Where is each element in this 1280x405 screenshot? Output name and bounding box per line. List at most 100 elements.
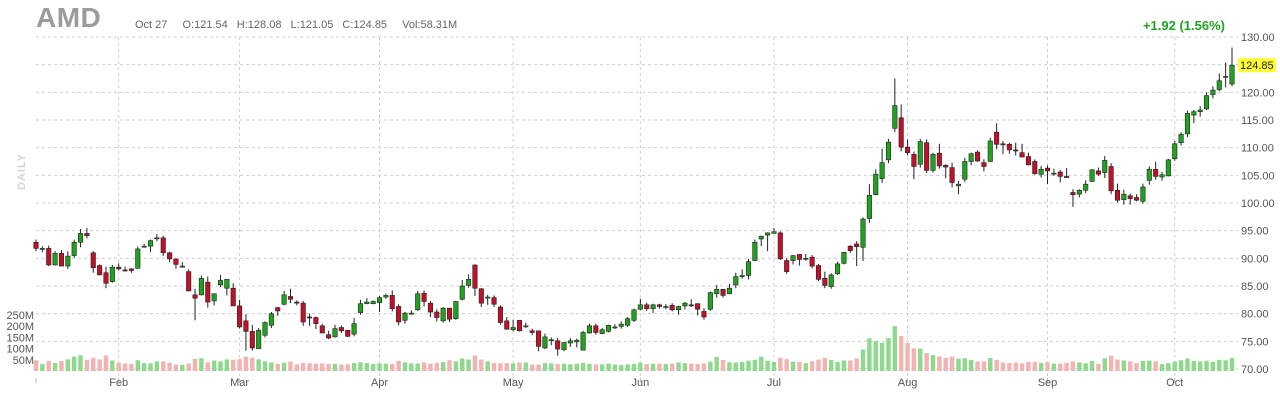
volume-bar [154, 361, 160, 371]
volume-bar [644, 364, 649, 371]
high-value: H:128.08 [236, 19, 282, 31]
candle-body [930, 154, 936, 171]
candle [224, 279, 230, 296]
volume-bar [905, 343, 910, 371]
volume-bar [676, 362, 681, 371]
volume-bar [1191, 360, 1197, 371]
candle [389, 290, 395, 312]
volume-bar [510, 363, 516, 371]
volume-bar [542, 363, 548, 371]
volume-bar [129, 363, 134, 371]
volume-bar [256, 359, 261, 371]
candle [1000, 141, 1006, 155]
volume-bar [97, 359, 102, 371]
volume-bar [40, 363, 45, 371]
candle [606, 324, 612, 333]
volume-bar [1204, 360, 1209, 371]
volume-bar [504, 363, 509, 371]
candle [1108, 163, 1114, 195]
candle [968, 152, 974, 166]
candle-body [828, 274, 834, 287]
volume-bar [161, 361, 166, 371]
volume-bar [612, 364, 618, 371]
bar-date: Oct 27 [135, 19, 168, 31]
candle [396, 304, 402, 326]
candle [815, 263, 822, 282]
candle-body [745, 261, 752, 276]
candle-body [1019, 152, 1025, 158]
candle [625, 316, 631, 327]
candle-body [160, 237, 166, 254]
volume-bar [46, 360, 51, 371]
volume-bar [1229, 358, 1235, 371]
price-tick-label: 100.00 [1241, 198, 1275, 210]
candle-body [326, 334, 332, 339]
candle [688, 299, 694, 308]
candle-body [1108, 166, 1114, 192]
volume-bar [956, 358, 961, 371]
volume-bar [1077, 362, 1082, 371]
candle-body [1210, 89, 1216, 95]
candle-body [707, 292, 713, 310]
volume-tick-label: 250M [6, 310, 34, 322]
candle-body [281, 294, 287, 305]
candle [949, 162, 955, 188]
volume-bar [122, 363, 128, 371]
candlesticks [33, 47, 1235, 356]
volume-bar [771, 362, 777, 371]
candle-body [879, 162, 885, 179]
candle [676, 305, 682, 315]
candle-body [873, 173, 879, 196]
candle [446, 307, 453, 322]
volume-bar [619, 364, 624, 371]
candle [1184, 110, 1190, 138]
candle-body [1140, 186, 1146, 202]
volume-bar [918, 348, 923, 371]
volume-bar [739, 361, 745, 371]
month-label: Jun [631, 377, 649, 389]
timeframe-label: DAILY [16, 153, 28, 190]
volume-bar [351, 362, 357, 371]
candle [1229, 47, 1235, 87]
ticker-symbol: AMD [36, 2, 102, 33]
candle [663, 304, 669, 310]
candle [364, 298, 370, 305]
candle [415, 290, 421, 311]
candle [1057, 169, 1063, 183]
volume-bar [733, 362, 739, 371]
candle-body [78, 233, 84, 243]
candle-body [854, 243, 860, 248]
candle-body [777, 232, 783, 260]
volume-bar [224, 359, 230, 371]
candle-body [1191, 111, 1197, 116]
volume-bar [981, 361, 987, 371]
candle [574, 338, 580, 348]
candle [65, 251, 71, 269]
volume-bar [682, 363, 688, 371]
volume-bar [1217, 359, 1222, 371]
candle [268, 312, 274, 329]
candle [313, 316, 319, 330]
volume-bar [555, 364, 560, 371]
candle [726, 283, 732, 295]
candle-body [294, 301, 300, 304]
volume-tick-label: 50M [13, 355, 34, 367]
volume-bar [141, 363, 147, 371]
candle-body [669, 305, 675, 311]
candle-body [650, 304, 656, 309]
volume-bar [390, 364, 395, 371]
volume-bar [657, 363, 662, 371]
candle-body [141, 245, 147, 248]
candle [1140, 183, 1146, 204]
candle [1172, 141, 1178, 161]
volume-bar [110, 360, 115, 371]
volume-bar [536, 364, 541, 371]
volume-bar [1185, 358, 1190, 371]
volume-bar [879, 342, 885, 371]
volume-bar [860, 349, 866, 371]
volume-bar [440, 362, 446, 371]
volume-bar [345, 364, 350, 371]
candle [58, 250, 64, 267]
candle-body [1070, 192, 1076, 195]
candle [1089, 169, 1095, 182]
